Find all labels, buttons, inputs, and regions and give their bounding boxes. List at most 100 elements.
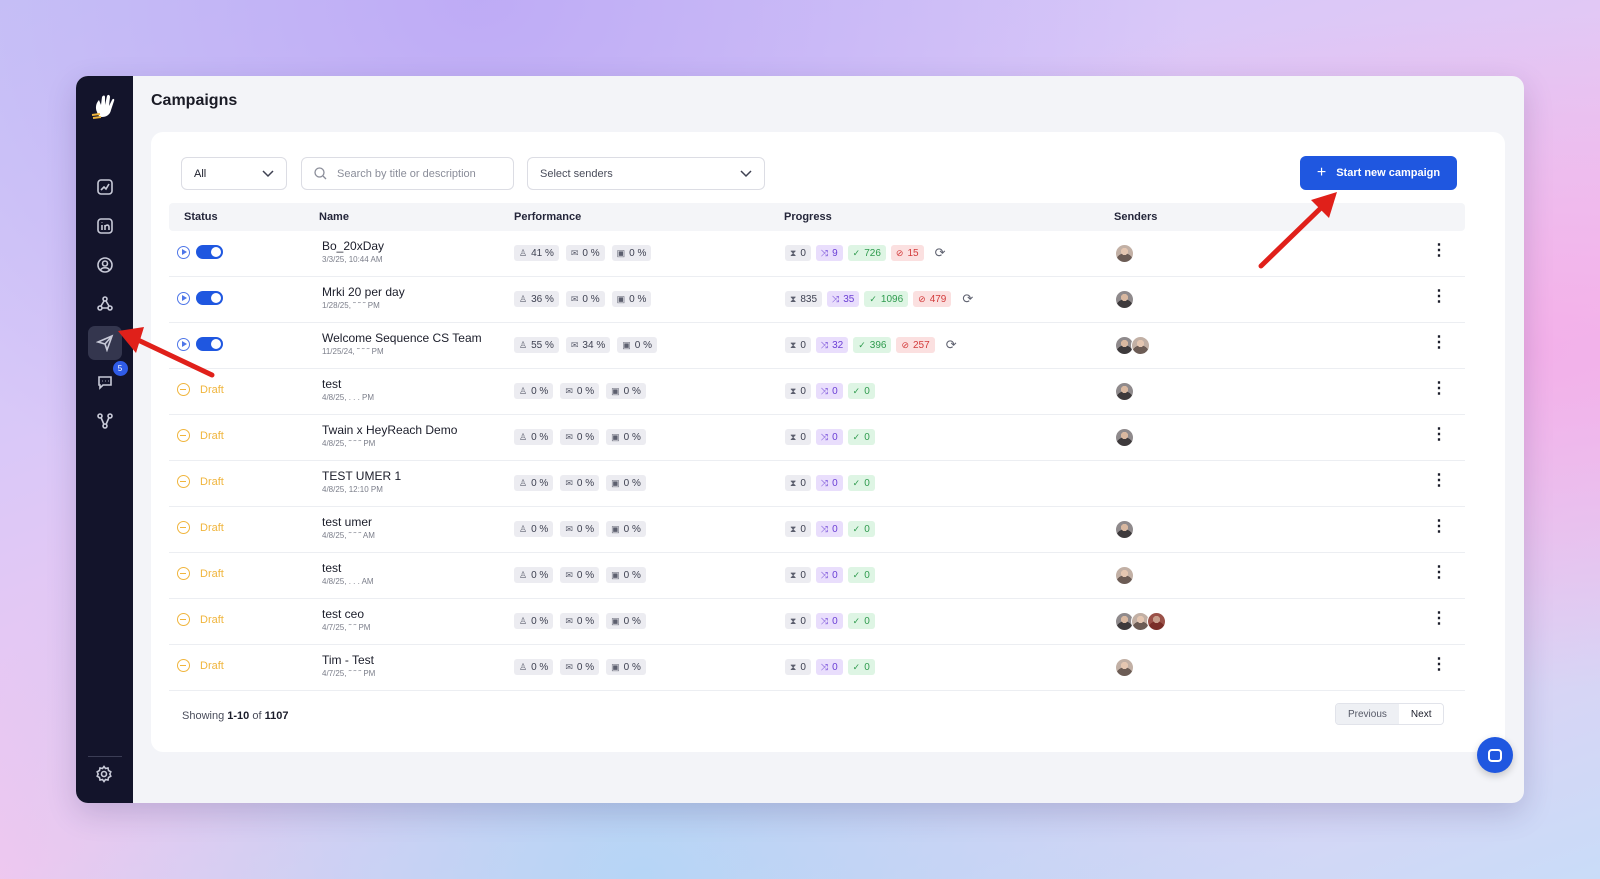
avatar[interactable]: [1115, 428, 1134, 447]
previous-page-button[interactable]: Previous: [1336, 704, 1399, 724]
table-row[interactable]: Draft test umer 4/8/25, ˜ ˜ ˜ AM ♙ 0 % ✉…: [169, 507, 1465, 553]
person-icon: ♙: [519, 385, 528, 396]
progress-completed-pill: ✓ 1096: [864, 291, 909, 307]
row-more-menu-icon[interactable]: ⋮: [1431, 610, 1447, 627]
avatar[interactable]: [1115, 658, 1134, 677]
progress-value: 0: [800, 615, 806, 627]
campaign-name[interactable]: test: [322, 561, 342, 575]
performance-pill: ♙ 36 %: [514, 291, 559, 307]
avatar[interactable]: [1131, 612, 1150, 631]
name-cell[interactable]: Tim - Test 4/7/25, ˜ ˜ ˜ PM: [322, 653, 375, 678]
campaign-active-toggle[interactable]: [196, 337, 223, 351]
senders-cell: [1115, 336, 1150, 355]
next-page-button[interactable]: Next: [1398, 704, 1444, 724]
start-new-campaign-button[interactable]: + Start new campaign: [1300, 156, 1457, 190]
table-row[interactable]: Mrki 20 per day 1/28/25, ˜ ˜ ˜ PM ♙ 36 %…: [169, 277, 1465, 323]
senders-cell: [1115, 290, 1134, 309]
sidebar-item-settings[interactable]: [87, 757, 121, 791]
name-cell[interactable]: Bo_20xDay 3/3/25, 10:44 AM: [322, 239, 384, 264]
progress-pending-pill: ⧗ 835: [785, 291, 823, 307]
app-logo[interactable]: [88, 90, 122, 124]
row-more-menu-icon[interactable]: ⋮: [1431, 656, 1447, 673]
sidebar-item-campaigns[interactable]: [87, 326, 122, 360]
avatar[interactable]: [1115, 520, 1134, 539]
status-filter-dropdown[interactable]: All: [181, 157, 287, 190]
performance-cell: ♙ 55 % ✉ 34 % ▣ 0 %: [514, 337, 657, 353]
performance-value: 0 %: [531, 661, 549, 673]
campaign-name[interactable]: Bo_20xDay: [322, 239, 385, 253]
column-header-senders[interactable]: Senders: [1114, 211, 1158, 223]
table-row[interactable]: Draft Twain x HeyReach Demo 4/8/25, ˜ ˜ …: [169, 415, 1465, 461]
avatar[interactable]: [1115, 382, 1134, 401]
sidebar-item-inbox[interactable]: 5: [88, 361, 128, 399]
name-cell[interactable]: Welcome Sequence CS Team 11/25/24, ˜ ˜ ˜…: [322, 331, 482, 356]
row-more-menu-icon[interactable]: ⋮: [1431, 334, 1447, 351]
campaign-name[interactable]: test: [322, 377, 342, 391]
progress-pending-pill: ⧗ 0: [785, 613, 811, 629]
status-cell: Draft: [177, 567, 224, 580]
table-row[interactable]: Draft test 4/8/25, . . . AM ♙ 0 % ✉ 0 % …: [169, 553, 1465, 599]
progress-in-progress-pill: ⤨ 0: [815, 613, 843, 629]
name-cell[interactable]: test 4/8/25, . . . AM: [322, 561, 374, 586]
name-cell[interactable]: test umer 4/8/25, ˜ ˜ ˜ AM: [322, 515, 375, 540]
campaign-active-toggle[interactable]: [196, 245, 223, 259]
column-header-progress[interactable]: Progress: [784, 211, 832, 223]
column-header-status[interactable]: Status: [184, 211, 218, 223]
campaign-active-toggle[interactable]: [196, 291, 223, 305]
refresh-icon[interactable]: ⟳: [934, 245, 946, 260]
campaign-name[interactable]: Tim - Test: [322, 653, 375, 667]
row-more-menu-icon[interactable]: ⋮: [1431, 426, 1447, 443]
campaign-name[interactable]: test umer: [322, 515, 373, 529]
performance-pill: ♙ 0 %: [514, 613, 554, 629]
inmail-icon: ▣: [611, 615, 620, 626]
campaign-name[interactable]: test ceo: [322, 607, 365, 621]
campaign-name[interactable]: Mrki 20 per day: [322, 285, 405, 299]
sidebar-nav: 5: [87, 170, 128, 438]
search-input[interactable]: [337, 167, 497, 180]
sidebar-item-contacts[interactable]: [88, 248, 122, 282]
avatar[interactable]: [1115, 244, 1134, 263]
sidebar-item-network[interactable]: [88, 287, 122, 321]
sidebar-item-integrations[interactable]: [88, 404, 122, 438]
table-row[interactable]: Draft test 4/8/25, . . . PM ♙ 0 % ✉ 0 % …: [169, 369, 1465, 415]
table-row[interactable]: Draft TEST UMER 1 4/8/25, 12:10 PM ♙ 0 %…: [169, 461, 1465, 507]
campaign-name[interactable]: Welcome Sequence CS Team: [322, 331, 482, 345]
refresh-icon[interactable]: ⟳: [945, 337, 957, 352]
row-more-menu-icon[interactable]: ⋮: [1431, 288, 1447, 305]
sidebar-item-analytics[interactable]: [88, 170, 122, 204]
avatar[interactable]: [1115, 566, 1134, 585]
row-more-menu-icon[interactable]: ⋮: [1431, 380, 1447, 397]
row-more-menu-icon[interactable]: ⋮: [1431, 472, 1447, 489]
table-row[interactable]: Draft Tim - Test 4/7/25, ˜ ˜ ˜ PM ♙ 0 % …: [169, 645, 1465, 691]
table-row[interactable]: Bo_20xDay 3/3/25, 10:44 AM ♙ 41 % ✉ 0 % …: [169, 231, 1465, 277]
avatar[interactable]: [1131, 336, 1150, 355]
avatar[interactable]: [1115, 290, 1134, 309]
support-chat-button[interactable]: [1477, 737, 1513, 773]
avatar[interactable]: [1115, 336, 1134, 355]
name-cell[interactable]: test ceo 4/7/25, ˜ ˜ PM: [322, 607, 370, 632]
row-more-menu-icon[interactable]: ⋮: [1431, 242, 1447, 259]
row-more-menu-icon[interactable]: ⋮: [1431, 518, 1447, 535]
sidebar-item-linkedin[interactable]: [88, 209, 122, 243]
avatar[interactable]: [1115, 612, 1134, 631]
name-cell[interactable]: Twain x HeyReach Demo 4/8/25, ˜ ˜ ˜ PM: [322, 423, 457, 448]
column-header-name[interactable]: Name: [319, 211, 349, 223]
avatar[interactable]: [1147, 612, 1166, 631]
table-row[interactable]: Welcome Sequence CS Team 11/25/24, ˜ ˜ ˜…: [169, 323, 1465, 369]
name-cell[interactable]: test 4/8/25, . . . PM: [322, 377, 374, 402]
name-cell[interactable]: TEST UMER 1 4/8/25, 12:10 PM: [322, 469, 401, 494]
senders-select[interactable]: Select senders: [527, 157, 765, 190]
in-progress-icon: ⤨: [820, 247, 829, 258]
sidebar: 5: [76, 76, 133, 803]
progress-value: 0: [864, 661, 870, 673]
column-header-performance[interactable]: Performance: [514, 211, 582, 223]
refresh-icon[interactable]: ⟳: [962, 291, 974, 306]
name-cell[interactable]: Mrki 20 per day 1/28/25, ˜ ˜ ˜ PM: [322, 285, 405, 310]
table-row[interactable]: Draft test ceo 4/7/25, ˜ ˜ PM ♙ 0 % ✉ 0 …: [169, 599, 1465, 645]
campaign-name[interactable]: TEST UMER 1: [322, 469, 402, 483]
progress-cell: ⧗ 0 ⤨ 0 ✓ 0: [785, 567, 875, 583]
performance-value: 0 %: [623, 477, 641, 489]
campaign-name[interactable]: Twain x HeyReach Demo: [322, 423, 458, 437]
row-more-menu-icon[interactable]: ⋮: [1431, 564, 1447, 581]
search-box[interactable]: [301, 157, 514, 190]
